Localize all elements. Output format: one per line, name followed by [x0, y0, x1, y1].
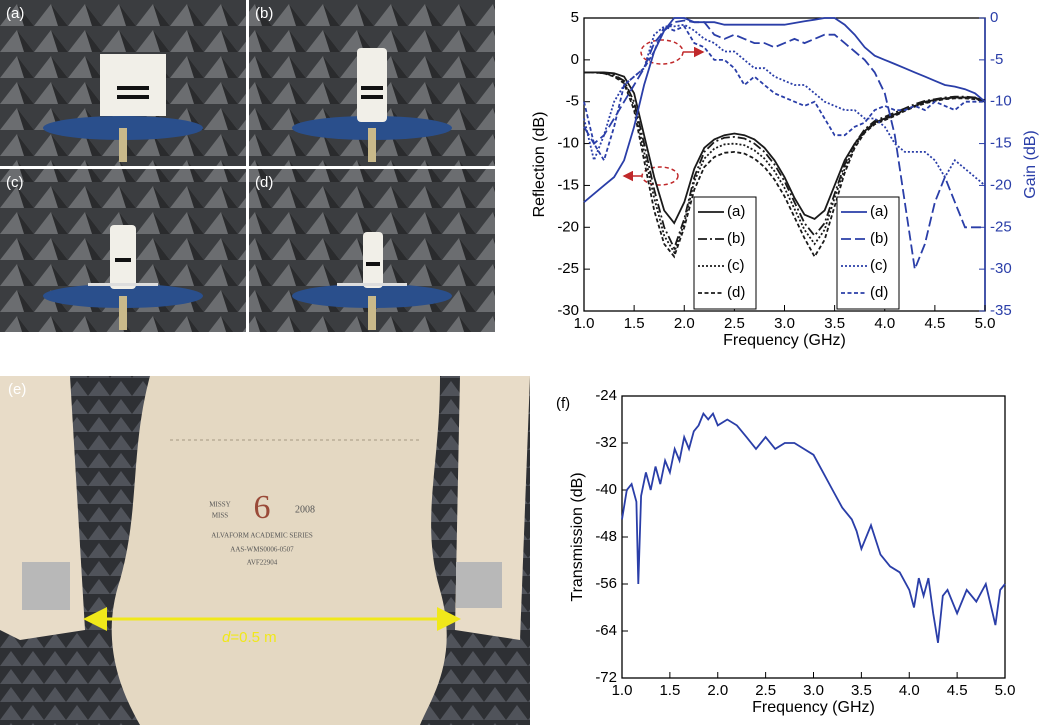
distance-var: d: [222, 629, 231, 646]
y2-tick-label: -20: [990, 176, 1012, 193]
x-axis-label: Frequency (GHz): [752, 699, 875, 716]
legend-box: [836, 196, 900, 310]
y-tick-label: -40: [595, 481, 617, 498]
annotation: [622, 39, 705, 186]
series-line: [583, 19, 985, 273]
panel-label: (f): [556, 395, 570, 412]
y2-tick-label: -15: [990, 135, 1012, 152]
series-line: [584, 71, 986, 225]
y-tick-label: -64: [595, 622, 617, 639]
tag-text: 2008: [295, 504, 315, 515]
y2-axis-label: Gain (dB): [1022, 130, 1039, 198]
photo-label: (a): [6, 5, 24, 22]
y2-tick-label: -5: [990, 51, 1003, 68]
distance-label: d=0.5 m: [222, 629, 277, 646]
legend-label: (c): [727, 257, 745, 274]
photo-a: [0, 0, 246, 166]
photo-grid: (a) (b) (c) (d): [0, 0, 495, 332]
tag-text: MISS: [212, 512, 228, 520]
photo-d: [249, 169, 495, 332]
y2-tick-label: -25: [990, 218, 1012, 235]
x-tick-label: 3.5: [851, 682, 872, 699]
legend-label: (d): [727, 284, 745, 301]
tag-text: ALVAFORM ACADEMIC SERIES: [211, 532, 313, 540]
x-tick-label: 3.0: [803, 682, 824, 699]
plot-frame: [621, 395, 1006, 679]
x-tick-label: 4.5: [947, 682, 968, 699]
y-tick-label: -10: [557, 135, 579, 152]
y-tick-label: -15: [557, 176, 579, 193]
photo-c: [0, 169, 246, 332]
x-tick-label: 4.5: [924, 315, 945, 332]
y-tick-label: -30: [557, 302, 579, 319]
legend-label: (a): [727, 203, 745, 220]
y-tick-label: -72: [595, 669, 617, 686]
photo-b: [249, 0, 495, 166]
tag-text: 6: [254, 489, 271, 526]
x-tick-label: 1.5: [624, 315, 645, 332]
x-tick-label: 2.0: [674, 315, 695, 332]
x-tick-label: 4.0: [874, 315, 895, 332]
x-tick-label: 1.5: [659, 682, 680, 699]
y2-tick-label: -10: [990, 93, 1012, 110]
x-tick-label: 2.5: [724, 315, 745, 332]
photo-label: (d): [255, 174, 273, 191]
legend-label: (a): [870, 203, 888, 220]
series-line: [583, 17, 986, 203]
y2-tick-label: -30: [990, 260, 1012, 277]
photo-label: (e): [8, 381, 26, 398]
y-axis-label: Transmission (dB): [569, 472, 586, 601]
legend-label: (b): [870, 230, 888, 247]
x-tick-label: 3.5: [824, 315, 845, 332]
x-tick-label: 1.0: [574, 315, 595, 332]
legend-label: (d): [870, 284, 888, 301]
x-tick-label: 1.0: [612, 682, 633, 699]
y-tick-label: -48: [595, 528, 617, 545]
x-tick-label: 5.0: [995, 682, 1016, 699]
x-axis-label: Frequency (GHz): [723, 332, 846, 349]
y-tick-label: -20: [557, 218, 579, 235]
y-axis-label: Reflection (dB): [531, 112, 548, 218]
series-line: [621, 411, 1006, 643]
tag-text: AVF22904: [247, 559, 278, 567]
y-tick-label: 0: [571, 51, 579, 68]
series-line: [584, 71, 986, 259]
tag-text: AAS-WMS0006-0507: [230, 546, 294, 554]
tag-text: MISSY: [209, 501, 230, 509]
photo-label: (b): [255, 5, 273, 22]
y-tick-label: -5: [566, 93, 579, 110]
x-tick-label: 3.0: [774, 315, 795, 332]
x-tick-label: 5.0: [975, 315, 996, 332]
y-tick-label: 5: [571, 9, 579, 26]
y2-tick-label: -35: [990, 302, 1012, 319]
series-line: [583, 23, 986, 187]
y-tick-label: -25: [557, 260, 579, 277]
x-tick-label: 2.5: [755, 682, 776, 699]
distance-text: =0.5 m: [230, 629, 276, 646]
series-line: [584, 71, 986, 251]
series-line: [583, 25, 985, 163]
y-tick-label: -32: [595, 434, 617, 451]
x-tick-label: 2.0: [707, 682, 728, 699]
photo-e: MISSY MISS 6 2008 ALVAFORM ACADEMIC SERI…: [0, 376, 530, 725]
y-tick-label: -56: [595, 575, 617, 592]
photo-label: (c): [6, 174, 24, 191]
legend-box: [693, 196, 757, 310]
series-line: [584, 71, 986, 255]
x-tick-label: 4.0: [899, 682, 920, 699]
legend-label: (c): [870, 257, 888, 274]
y2-tick-label: 0: [990, 9, 998, 26]
y-tick-label: -24: [595, 387, 617, 404]
legend-label: (b): [727, 230, 745, 247]
